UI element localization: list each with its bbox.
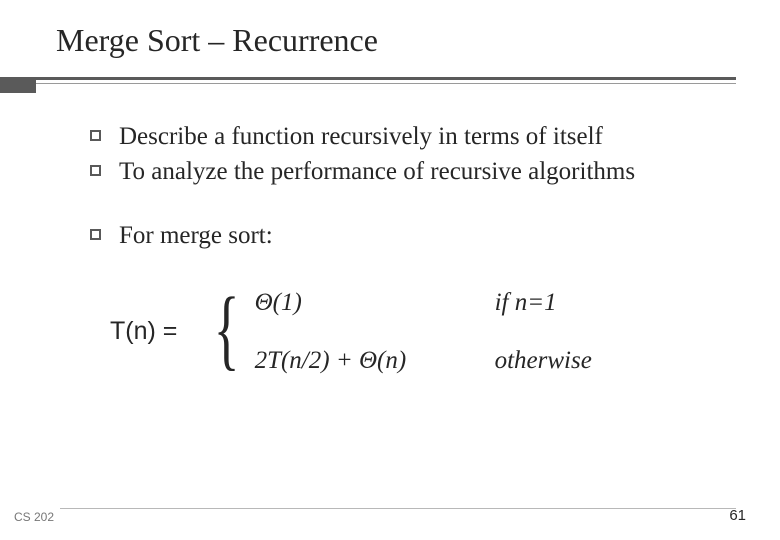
list-item: To analyze the performance of recursive … <box>90 156 730 187</box>
bullet-icon <box>90 229 101 240</box>
case-condition: if n=1 <box>495 289 592 317</box>
case-expression: Θ(1) <box>255 289 495 317</box>
bullet-icon <box>90 130 101 141</box>
brace-icon: { <box>214 289 240 370</box>
case-condition: otherwise <box>495 347 592 375</box>
case-expression: 2T(n/2) + Θ(n) <box>255 347 495 375</box>
equation-cases: Θ(1) if n=1 2T(n/2) + Θ(n) otherwise <box>255 289 592 375</box>
footer-divider <box>60 508 736 509</box>
course-code: CS 202 <box>14 510 54 524</box>
bullet-text: For merge sort: <box>119 220 273 251</box>
equation-lhs: T(n) = <box>110 317 177 346</box>
bullet-text: Describe a function recursively in terms… <box>119 121 603 152</box>
bullet-text: To analyze the performance of recursive … <box>119 156 635 187</box>
page-number: 61 <box>729 507 746 524</box>
slide-title: Merge Sort – Recurrence <box>0 0 780 59</box>
title-divider <box>0 77 780 91</box>
bullet-icon <box>90 165 101 176</box>
list-item: For merge sort: <box>90 220 730 251</box>
list-item: Describe a function recursively in terms… <box>90 121 730 152</box>
recurrence-equation: T(n) = { Θ(1) if n=1 2T(n/2) + Θ(n) othe… <box>110 289 730 375</box>
slide-content: Describe a function recursively in terms… <box>0 91 780 375</box>
